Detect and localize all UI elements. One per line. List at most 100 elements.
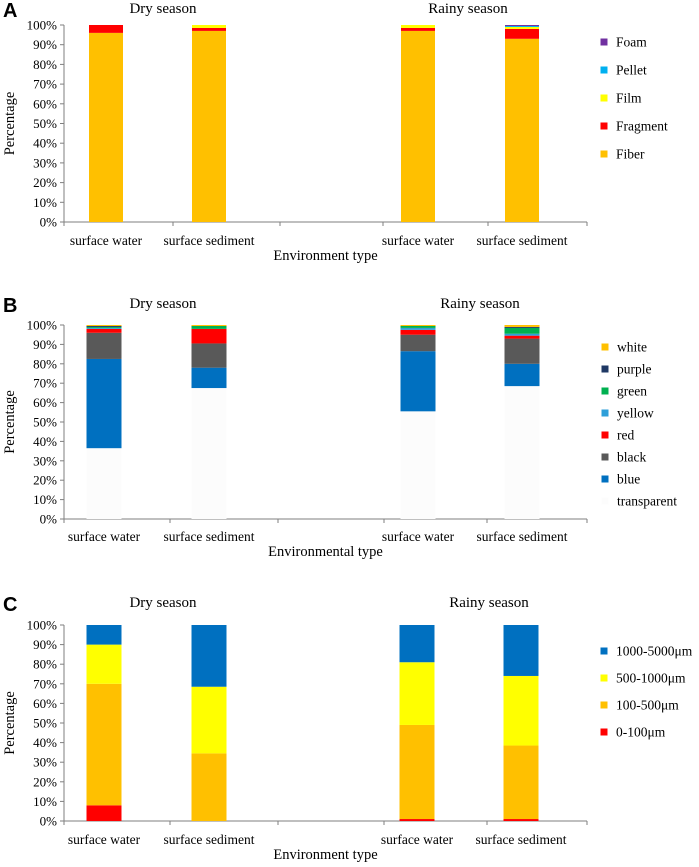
bar-segment-1000-5000-m [399, 625, 435, 663]
y-tick-label: 0% [40, 814, 58, 829]
bar-segment-black [191, 343, 227, 368]
y-tick-label: 60% [33, 395, 57, 410]
y-tick-label: 70% [33, 77, 57, 92]
y-tick-label: 20% [33, 175, 57, 190]
y-tick-label: 50% [33, 116, 57, 131]
season-label: Dry season [129, 595, 197, 611]
y-tick-label: 70% [33, 376, 57, 391]
y-axis-title: Percentage [2, 390, 18, 454]
bar-segment-100-500-m [399, 724, 435, 820]
bar-segment-white [504, 325, 540, 327]
x-axis-title: Environment type [273, 847, 377, 863]
legend-swatch [601, 343, 609, 351]
y-tick-label: 60% [33, 96, 57, 111]
legend-label: yellow [617, 406, 654, 421]
x-category-label: surface sediment [475, 832, 566, 847]
x-category-label: surface sediment [163, 832, 254, 847]
x-category-label: surface water [68, 529, 141, 544]
bar-segment-blue [86, 358, 122, 449]
bar-segment-0-100-m [86, 805, 122, 821]
legend-label: 100-500μm [616, 698, 679, 713]
bar-segment-yellow [86, 327, 122, 329]
y-tick-label: 10% [33, 794, 57, 809]
legend-label: white [617, 340, 647, 355]
legend-swatch [600, 728, 608, 736]
panel-label: B [3, 295, 17, 317]
bar-segment-0-100-m [503, 819, 539, 821]
legend-label: Foam [616, 35, 647, 50]
bar-segment-100-500-m [503, 745, 539, 820]
y-tick-label: 60% [33, 696, 57, 711]
bar-segment-fiber [192, 30, 226, 222]
x-category-label: surface sediment [163, 529, 254, 544]
x-category-label: surface water [382, 529, 455, 544]
y-tick-label: 90% [33, 637, 57, 652]
bar-segment-green [191, 325, 227, 329]
legend-label: transparent [617, 494, 677, 509]
bar-segment-film [192, 25, 226, 28]
season-label: Dry season [129, 1, 197, 17]
season-label: Rainy season [428, 1, 508, 17]
bar-segment-1000-5000-m [503, 625, 539, 676]
legend-label: purple [617, 362, 652, 377]
x-category-label: surface sediment [476, 529, 567, 544]
bar-segment-fiber [505, 38, 539, 222]
season-label: Dry season [129, 296, 197, 312]
legend-label: 1000-5000μm [616, 644, 693, 659]
y-tick-label: 30% [33, 755, 57, 770]
y-tick-label: 100% [27, 18, 58, 33]
y-tick-label: 40% [33, 434, 57, 449]
legend-swatch [601, 431, 609, 439]
y-tick-label: 10% [33, 195, 57, 210]
bar-segment-film [505, 26, 539, 29]
bar-segment-blue [400, 351, 436, 412]
bar-segment-red [400, 329, 436, 335]
bar-segment-fiber [89, 32, 123, 222]
legend-swatch [600, 647, 608, 655]
y-tick-label: 50% [33, 716, 57, 731]
y-tick-label: 50% [33, 415, 57, 430]
legend-label: 500-1000μm [616, 671, 686, 686]
y-tick-label: 80% [33, 657, 57, 672]
bar-segment-purple [504, 326, 540, 328]
y-tick-label: 100% [27, 618, 58, 633]
bar-segment-red [504, 335, 540, 339]
bar-segment-transparent [86, 448, 122, 519]
bar-segment-purple [86, 325, 122, 327]
bar-segment-100-500-m [191, 753, 227, 821]
legend: white purple green yellow red black blue transp… [601, 340, 677, 509]
bar-segment-fiber [401, 30, 435, 222]
y-tick-label: 80% [33, 57, 57, 72]
y-tick-label: 20% [33, 473, 57, 488]
legend-swatch [601, 409, 609, 417]
bar-segment-1000-5000-m [86, 625, 122, 645]
x-axis-title: Environment type [273, 248, 377, 264]
bar-segment-black [504, 338, 540, 364]
bar-segment-foam [505, 25, 539, 26]
x-axis-title: Environmental type [268, 544, 383, 560]
panel-a: A Dry season Rainy season 0% 10% 20% 30% 40% 50%… [2, 0, 668, 264]
y-tick-label: 100% [27, 318, 58, 333]
bar-segment-transparent [400, 411, 436, 519]
legend-swatch [601, 365, 609, 373]
legend-swatch [600, 674, 608, 682]
legend: Foam Pellet Film Fragment Fiber [600, 35, 668, 162]
legend-label: red [617, 428, 634, 443]
y-tick-label: 40% [33, 735, 57, 750]
legend-swatch [601, 475, 609, 483]
y-tick-label: 90% [33, 337, 57, 352]
season-label: Rainy season [449, 595, 529, 611]
panel-c: C Dry season Rainy season 0% 10% 20% 30% 40% 50%… [2, 594, 693, 863]
bar-segment-blue [504, 363, 540, 387]
legend-label: 0-100μm [616, 725, 666, 740]
legend-swatch [600, 38, 608, 46]
panel-label: C [3, 594, 17, 616]
bar-segment-white [400, 325, 436, 326]
bar-segment-fragment [192, 27, 226, 31]
legend-swatch [600, 150, 608, 158]
bar-segment-transparent [191, 388, 227, 519]
legend-label: green [617, 384, 647, 399]
y-tick-label: 90% [33, 37, 57, 52]
legend-swatch [600, 66, 608, 74]
